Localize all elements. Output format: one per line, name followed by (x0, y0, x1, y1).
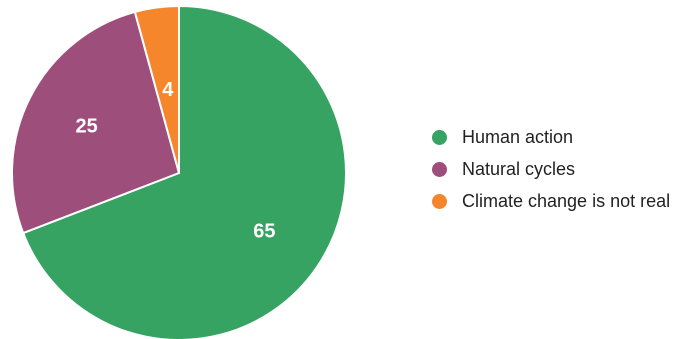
pie-slice-human-action[interactable] (21, 4, 347, 339)
legend-swatch-climate-not-real (432, 193, 447, 209)
legend-item-natural-cycles[interactable]: Natural cycles (432, 153, 670, 185)
legend-item-human-action[interactable]: Human action (432, 121, 670, 153)
legend-swatch-natural-cycles (432, 161, 447, 177)
pie-slice-labels: 65 25 4 (75, 79, 275, 242)
legend-swatch-human-action (432, 129, 447, 145)
legend-label-natural-cycles: Natural cycles (462, 158, 576, 179)
pie-slice-climate-change-is-not-real[interactable] (133, 4, 180, 174)
legend-label-climate-not-real: Climate change is not real (462, 190, 671, 211)
pie-slices (11, 4, 347, 339)
pie-slice-value-label: 25 (75, 115, 97, 137)
pie-slice-natural-cycles[interactable] (11, 10, 181, 235)
pie-slice-value-label: 4 (162, 79, 174, 101)
legend-label-human-action: Human action (462, 126, 574, 147)
legend-item-climate-not-real[interactable]: Climate change is not real (432, 185, 670, 217)
legend: Human action Natural cycles Climate chan… (432, 121, 670, 217)
pie-slice-value-label: 65 (253, 221, 275, 243)
